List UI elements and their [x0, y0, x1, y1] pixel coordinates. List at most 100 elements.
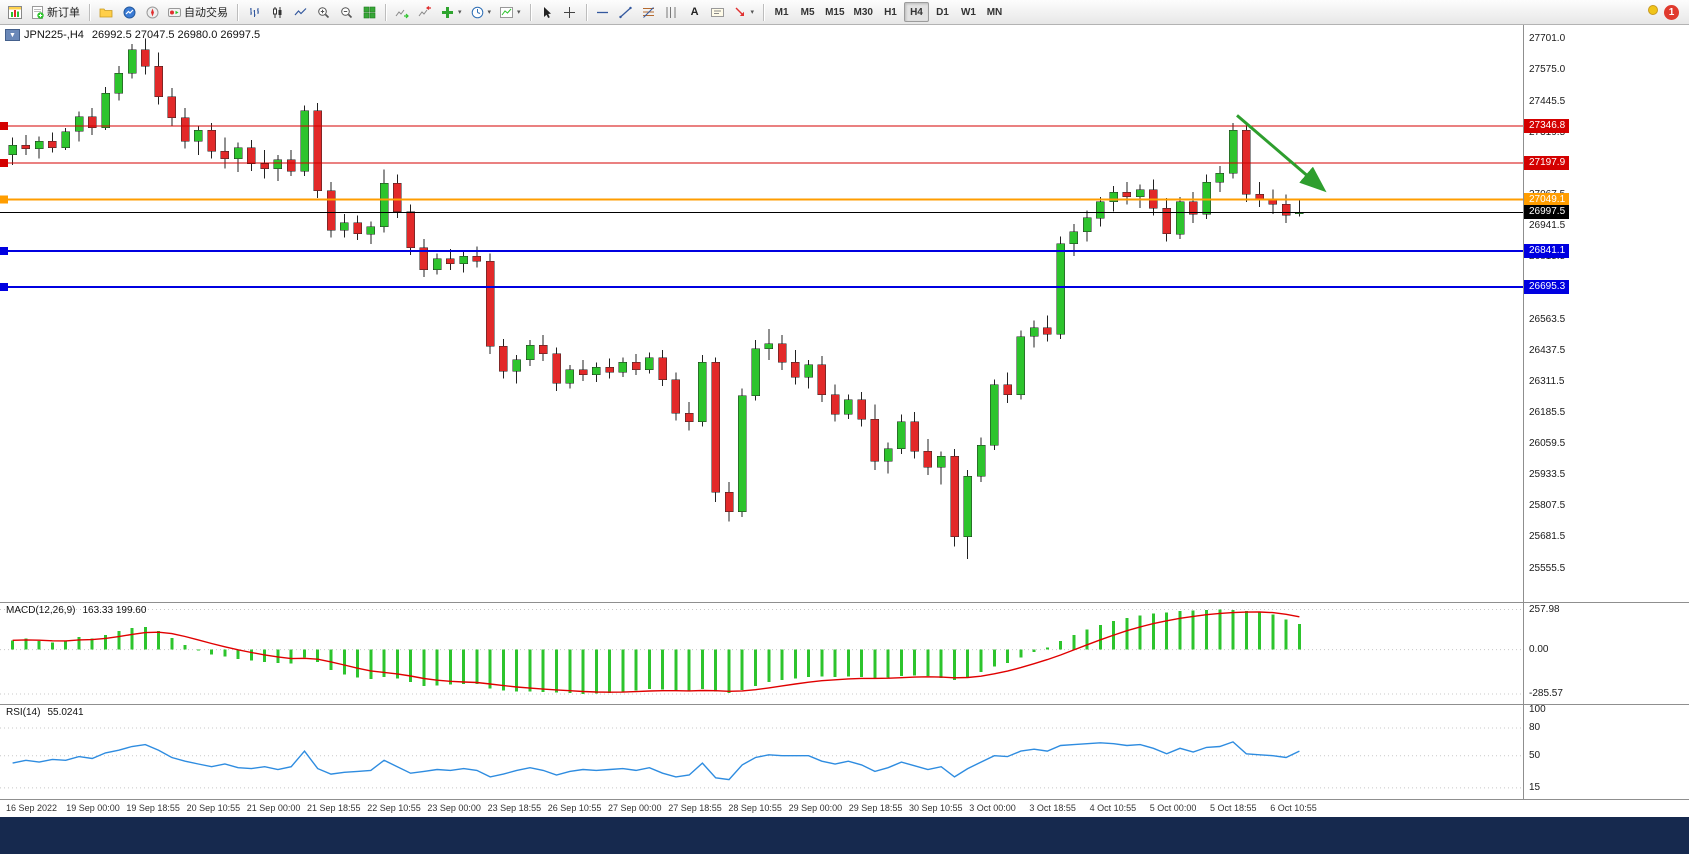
time-axis[interactable]: 16 Sep 2022 19 Sep 00:00 19 Sep 18:55 20 Se…	[0, 799, 1689, 817]
rsi-pane: RSI(14) 55.0241 100 80 50 15	[0, 704, 1689, 799]
price-scale-label: 25681.5	[1529, 531, 1566, 543]
macd-histogram	[11, 609, 1301, 694]
chart-area: ▼ JPN225-,H4 26992.5 27047.5 26980.0 269…	[0, 25, 1689, 817]
crosshair-icon	[563, 6, 576, 19]
timeframe-button-h4[interactable]: H4	[903, 2, 929, 22]
navigator-button[interactable]	[141, 2, 163, 22]
chart-menu-button[interactable]: ▼	[5, 29, 20, 41]
rsi-scale-label: 100	[1529, 703, 1546, 715]
profiles-button[interactable]	[95, 2, 117, 22]
text-label-tool-button[interactable]	[707, 2, 729, 22]
rsi-label: RSI(14) 55.0241	[6, 707, 84, 718]
time-label: 16 Sep 2022	[6, 803, 58, 813]
plus-icon	[441, 6, 454, 19]
rsi-scale-label: 50	[1529, 749, 1541, 761]
tile-windows-button[interactable]	[358, 2, 380, 22]
fibonacci-tool-button[interactable]	[638, 2, 660, 22]
notification-badge[interactable]: 1	[1664, 4, 1679, 20]
zoom-in-button[interactable]	[312, 2, 334, 22]
timeframe-button-d1[interactable]: D1	[936, 6, 949, 18]
rsi-line	[12, 741, 1300, 781]
rsi-canvas[interactable]	[0, 705, 1523, 799]
main-toolbar: 新订单 自动交易	[0, 0, 1689, 25]
price-scale-label: 26437.5	[1529, 344, 1566, 356]
macd-canvas[interactable]	[0, 603, 1523, 704]
timeframe-button-w1[interactable]: W1	[960, 6, 976, 18]
horizontal-line-icon	[596, 6, 609, 19]
price-tag: 26695.3	[1524, 280, 1570, 294]
macd-scale-label: 257.98	[1529, 603, 1560, 615]
price-scale-label: 25807.5	[1529, 500, 1566, 512]
rsi-scale[interactable]: 100 80 50 15	[1523, 703, 1689, 799]
price-scale[interactable]: 27701.027575.027445.527319.527193.527067…	[1523, 25, 1689, 602]
price-tag: 27197.9	[1524, 155, 1570, 170]
timeframe-button-h1[interactable]: H1	[884, 6, 897, 18]
candlestick-mode-button[interactable]	[266, 2, 288, 22]
timeframe-toolbar: M1 M5 M15 M30 H1 H4 D1 W1 MN	[769, 2, 1007, 22]
macd-scale-label: -285.57	[1529, 688, 1563, 699]
period-dropdown-button[interactable]: ▾	[467, 2, 496, 22]
timeframe-button-m1[interactable]: M1	[774, 6, 789, 18]
horizontal-line-tool-button[interactable]	[592, 2, 614, 22]
price-scale-label: 27701.0	[1529, 32, 1566, 44]
time-label: 27 Sep 00:00	[608, 803, 662, 813]
toolbar-separator	[763, 3, 765, 21]
market-watch-icon	[123, 6, 136, 19]
timeframe-button-m5[interactable]: M5	[800, 6, 815, 18]
cursor-tool-button[interactable]	[536, 2, 558, 22]
rsi-name: RSI(14)	[6, 707, 41, 718]
time-label: 23 Sep 00:00	[427, 803, 481, 813]
price-scale-label: 26941.5	[1529, 220, 1566, 232]
auto-scroll-button[interactable]	[391, 2, 413, 22]
macd-signal-line	[12, 611, 1300, 693]
symbol-period-label: JPN225-,H4	[24, 29, 84, 41]
arrows-dropdown-button[interactable]: ▾	[730, 2, 759, 22]
time-label: 5 Oct 18:55	[1210, 803, 1257, 813]
bar-chart-mode-button[interactable]	[243, 2, 265, 22]
macd-name: MACD(12,26,9)	[6, 605, 76, 616]
chevron-down-icon: ▾	[458, 9, 462, 16]
trend-arrow	[1236, 114, 1327, 193]
chart-shift-icon	[418, 5, 432, 19]
time-label: 21 Sep 00:00	[246, 803, 301, 813]
trendline-tool-button[interactable]	[615, 2, 637, 22]
toolbar-separator	[585, 3, 587, 21]
macd-label: MACD(12,26,9) 163.33 199.60	[6, 605, 146, 616]
macd-grid	[0, 609, 1523, 695]
chart-window-icon	[8, 5, 22, 19]
text-tool-button[interactable]: A	[684, 2, 706, 22]
navigator-compass-icon	[146, 6, 159, 19]
clock-icon	[471, 6, 484, 19]
main-price-pane: ▼ JPN225-,H4 26992.5 27047.5 26980.0 269…	[0, 25, 1689, 602]
crosshair-tool-button[interactable]	[559, 2, 581, 22]
time-label: 3 Oct 00:00	[969, 803, 1016, 813]
indicators-dropdown-button[interactable]: ▾	[496, 2, 525, 22]
toolbar-separator	[385, 3, 386, 21]
zoom-out-button[interactable]	[335, 2, 357, 22]
price-scale-label: 27575.0	[1529, 63, 1566, 75]
new-chart-window-button[interactable]	[4, 2, 26, 22]
macd-scale[interactable]: 257.98 0.00 -285.57	[1523, 603, 1689, 704]
timeframe-button-mn[interactable]: MN	[986, 6, 1003, 18]
time-label: 27 Sep 18:55	[668, 803, 722, 813]
zoom-out-icon	[340, 6, 353, 19]
price-chart-canvas[interactable]	[0, 25, 1523, 602]
timeframe-button-m15[interactable]: M15	[825, 6, 845, 18]
price-tag: 26841.1	[1524, 244, 1570, 258]
price-scale-label: 25555.5	[1529, 562, 1566, 574]
time-label: 26 Sep 10:55	[547, 803, 602, 813]
cycle-lines-tool-button[interactable]	[661, 2, 683, 22]
new-order-label: 新订单	[47, 7, 80, 19]
price-tag: 26997.5	[1524, 205, 1570, 220]
bar-chart-icon	[248, 6, 261, 19]
market-watch-button[interactable]	[118, 2, 140, 22]
timeframe-button-m30[interactable]: M30	[853, 6, 873, 18]
new-chart-dropdown-button[interactable]: ▾	[437, 2, 466, 22]
time-label: 3 Oct 18:55	[1029, 803, 1076, 813]
time-label: 20 Sep 10:55	[186, 803, 241, 813]
autotrading-button[interactable]: 自动交易	[164, 2, 232, 22]
line-chart-mode-button[interactable]	[289, 2, 311, 22]
chart-shift-button[interactable]	[414, 2, 436, 22]
arrow-tool-icon	[734, 6, 747, 19]
new-order-button[interactable]: 新订单	[27, 2, 84, 22]
